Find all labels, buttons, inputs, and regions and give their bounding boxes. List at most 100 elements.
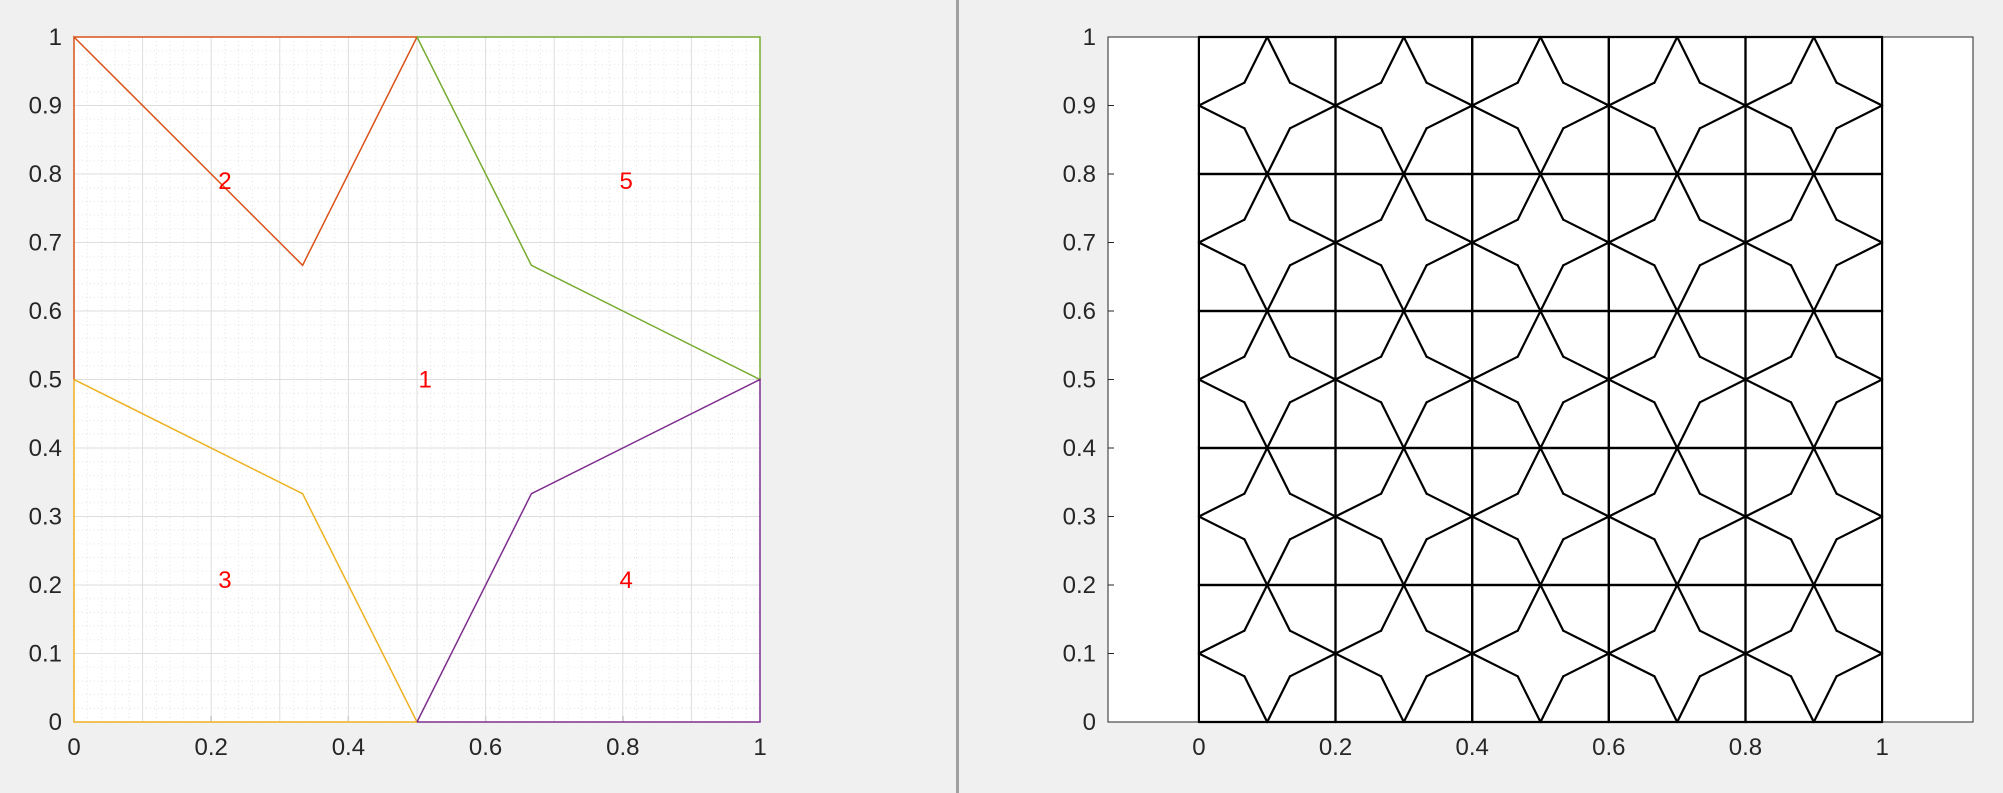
figure-divider[interactable] <box>956 0 959 793</box>
right-mesh-edge <box>1607 218 1656 244</box>
chart-right-tiled-mesh: 0 0.2 0.4 0.6 0.8 1 0 0.1 0.2 0.3 0.4 0.5 0.6 0.7 0.8 0… <box>1063 24 1974 761</box>
right-mesh-edge <box>1402 172 1428 221</box>
right-mesh-edge <box>1744 492 1793 518</box>
left-xtick-label: 0.4 <box>332 734 365 761</box>
left-ytick-label: 0 <box>49 709 62 736</box>
right-mesh-edge <box>1471 515 1519 541</box>
right-mesh-edge <box>1197 81 1246 107</box>
right-mesh-edge <box>1835 218 1884 244</box>
right-mesh-edge <box>1402 446 1428 495</box>
right-mesh-edge <box>1653 35 1679 84</box>
right-mesh-edge <box>1789 309 1815 358</box>
left-xtick-label: 0.6 <box>469 734 502 761</box>
right-mesh-edge <box>1471 652 1519 678</box>
right-mesh-edge <box>1516 401 1542 450</box>
right-mesh-edge <box>1653 309 1679 358</box>
right-mesh-edge <box>1539 401 1565 450</box>
right-xtick-label: 0 <box>1192 734 1205 761</box>
right-mesh-edge <box>1744 629 1793 655</box>
right-mesh-edge <box>1379 401 1405 450</box>
right-mesh-edge <box>1471 241 1519 267</box>
right-mesh-edge <box>1698 81 1747 107</box>
right-mesh-edge <box>1379 172 1405 221</box>
right-mesh-edge <box>1334 652 1383 678</box>
left-major-grid <box>74 37 760 722</box>
right-mesh-edge <box>1607 241 1656 267</box>
right-mesh-edge <box>1334 355 1383 381</box>
right-mesh-edge <box>1402 264 1428 313</box>
right-mesh-edge <box>1197 629 1246 655</box>
right-mesh-edge <box>1425 81 1474 107</box>
left-ytick-label: 0.7 <box>29 230 62 257</box>
right-mesh-edge <box>1471 104 1519 130</box>
right-mesh-edge <box>1334 81 1383 107</box>
right-mesh-edge <box>1334 629 1383 655</box>
right-mesh-edge <box>1197 492 1246 518</box>
right-mesh-edge <box>1243 401 1269 450</box>
right-mesh-edge <box>1812 401 1838 450</box>
left-region-label-5: 5 <box>620 168 633 195</box>
chart-left-region-partition: 0 0.2 0.4 0.6 0.8 1 0 0.1 0.2 0.3 0.4 0.5 0.6 0.7 0.8 0… <box>29 24 767 761</box>
left-ytick-label: 0.1 <box>29 641 62 668</box>
left-xtick-label: 0.8 <box>606 734 639 761</box>
right-ytick-label: 0.4 <box>1063 435 1096 462</box>
right-mesh-edge <box>1243 309 1269 358</box>
right-mesh-edge <box>1516 446 1542 495</box>
right-plot-area[interactable] <box>1108 37 1973 722</box>
right-mesh-edge <box>1676 538 1702 587</box>
right-mesh-edge <box>1789 675 1815 724</box>
right-mesh-edge <box>1379 675 1405 724</box>
right-mesh-edge <box>1197 241 1246 267</box>
right-mesh-edge <box>1471 629 1519 655</box>
right-ytick-label: 0.1 <box>1063 641 1096 668</box>
right-mesh-edge <box>1471 492 1519 518</box>
right-mesh-edge <box>1402 127 1428 176</box>
right-mesh-edge <box>1539 538 1565 587</box>
right-mesh-edge <box>1425 355 1474 381</box>
right-mesh-edge <box>1516 35 1542 84</box>
right-mesh-edge <box>1653 264 1679 313</box>
left-region-label-3: 3 <box>218 567 231 594</box>
right-ytick-label: 0.7 <box>1063 230 1096 257</box>
right-ytick-label: 0 <box>1083 709 1096 736</box>
right-mesh-edge <box>1562 355 1610 381</box>
right-mesh-edge <box>1243 583 1269 632</box>
right-mesh-edge <box>1266 675 1292 724</box>
right-mesh-edge <box>1562 378 1610 404</box>
left-series-region-2[interactable] <box>73 35 419 380</box>
right-mesh-edge <box>1812 538 1838 587</box>
right-mesh-edge <box>1676 309 1702 358</box>
right-mesh-edge <box>1288 241 1337 267</box>
right-mesh-edge <box>1744 241 1793 267</box>
right-mesh-edge <box>1653 538 1679 587</box>
right-mesh-edge <box>1562 515 1610 541</box>
right-ytick-label: 0.8 <box>1063 161 1096 188</box>
left-series-region-4[interactable] <box>416 378 761 723</box>
right-mesh-edge <box>1516 583 1542 632</box>
right-mesh-edge <box>1676 264 1702 313</box>
right-mesh-edge <box>1243 127 1269 176</box>
right-mesh-edge <box>1471 218 1519 244</box>
right-xtick-label: 0.4 <box>1455 734 1488 761</box>
right-mesh-edge <box>1835 652 1884 678</box>
right-mesh-edge <box>1288 104 1337 130</box>
right-mesh-edge <box>1676 675 1702 724</box>
right-mesh-edge <box>1812 172 1838 221</box>
right-mesh-edge <box>1676 446 1702 495</box>
right-mesh-edge <box>1607 652 1656 678</box>
right-mesh-edge <box>1266 172 1292 221</box>
right-mesh-edge <box>1266 35 1292 84</box>
right-mesh-edge <box>1471 378 1519 404</box>
right-xtick-label: 0.6 <box>1592 734 1625 761</box>
right-mesh-edge <box>1516 538 1542 587</box>
right-mesh-edge <box>1516 264 1542 313</box>
right-mesh-edge <box>1288 652 1337 678</box>
right-mesh-edge <box>1402 35 1428 84</box>
right-mesh-edge <box>1744 515 1793 541</box>
right-mesh-edge <box>1402 583 1428 632</box>
right-mesh-edge <box>1425 241 1474 267</box>
right-mesh-edge <box>1334 515 1383 541</box>
right-mesh-edge <box>1266 309 1292 358</box>
right-mesh-edge <box>1379 446 1405 495</box>
right-mesh-edge <box>1539 675 1565 724</box>
